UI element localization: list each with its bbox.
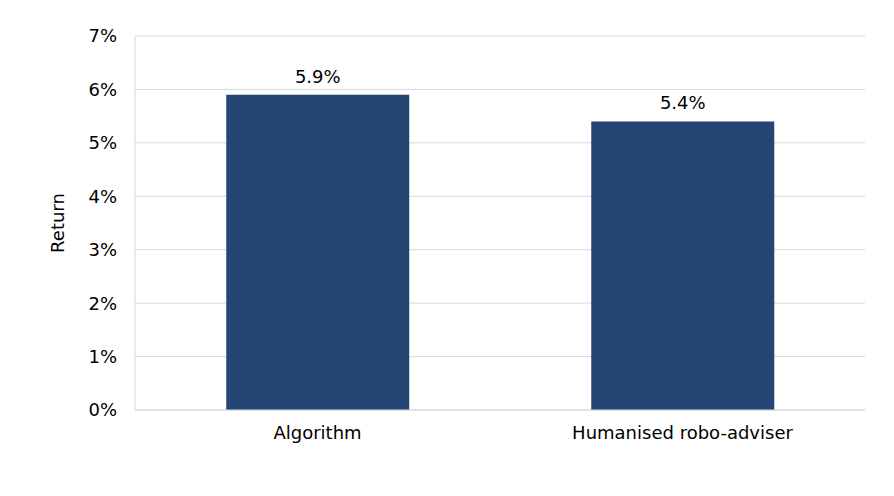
svg-text:1%: 1% xyxy=(88,346,117,367)
svg-text:Return: Return xyxy=(47,193,68,253)
svg-text:0%: 0% xyxy=(88,399,117,420)
svg-text:7%: 7% xyxy=(88,25,117,46)
svg-text:2%: 2% xyxy=(88,293,117,314)
svg-text:5%: 5% xyxy=(88,132,117,153)
svg-text:Algorithm: Algorithm xyxy=(273,422,361,443)
svg-text:Humanised robo-adviser: Humanised robo-adviser xyxy=(572,422,793,443)
svg-text:6%: 6% xyxy=(88,79,117,100)
svg-text:5.9%: 5.9% xyxy=(295,66,341,87)
svg-text:5.4%: 5.4% xyxy=(660,92,706,113)
svg-text:4%: 4% xyxy=(88,186,117,207)
svg-text:3%: 3% xyxy=(88,239,117,260)
